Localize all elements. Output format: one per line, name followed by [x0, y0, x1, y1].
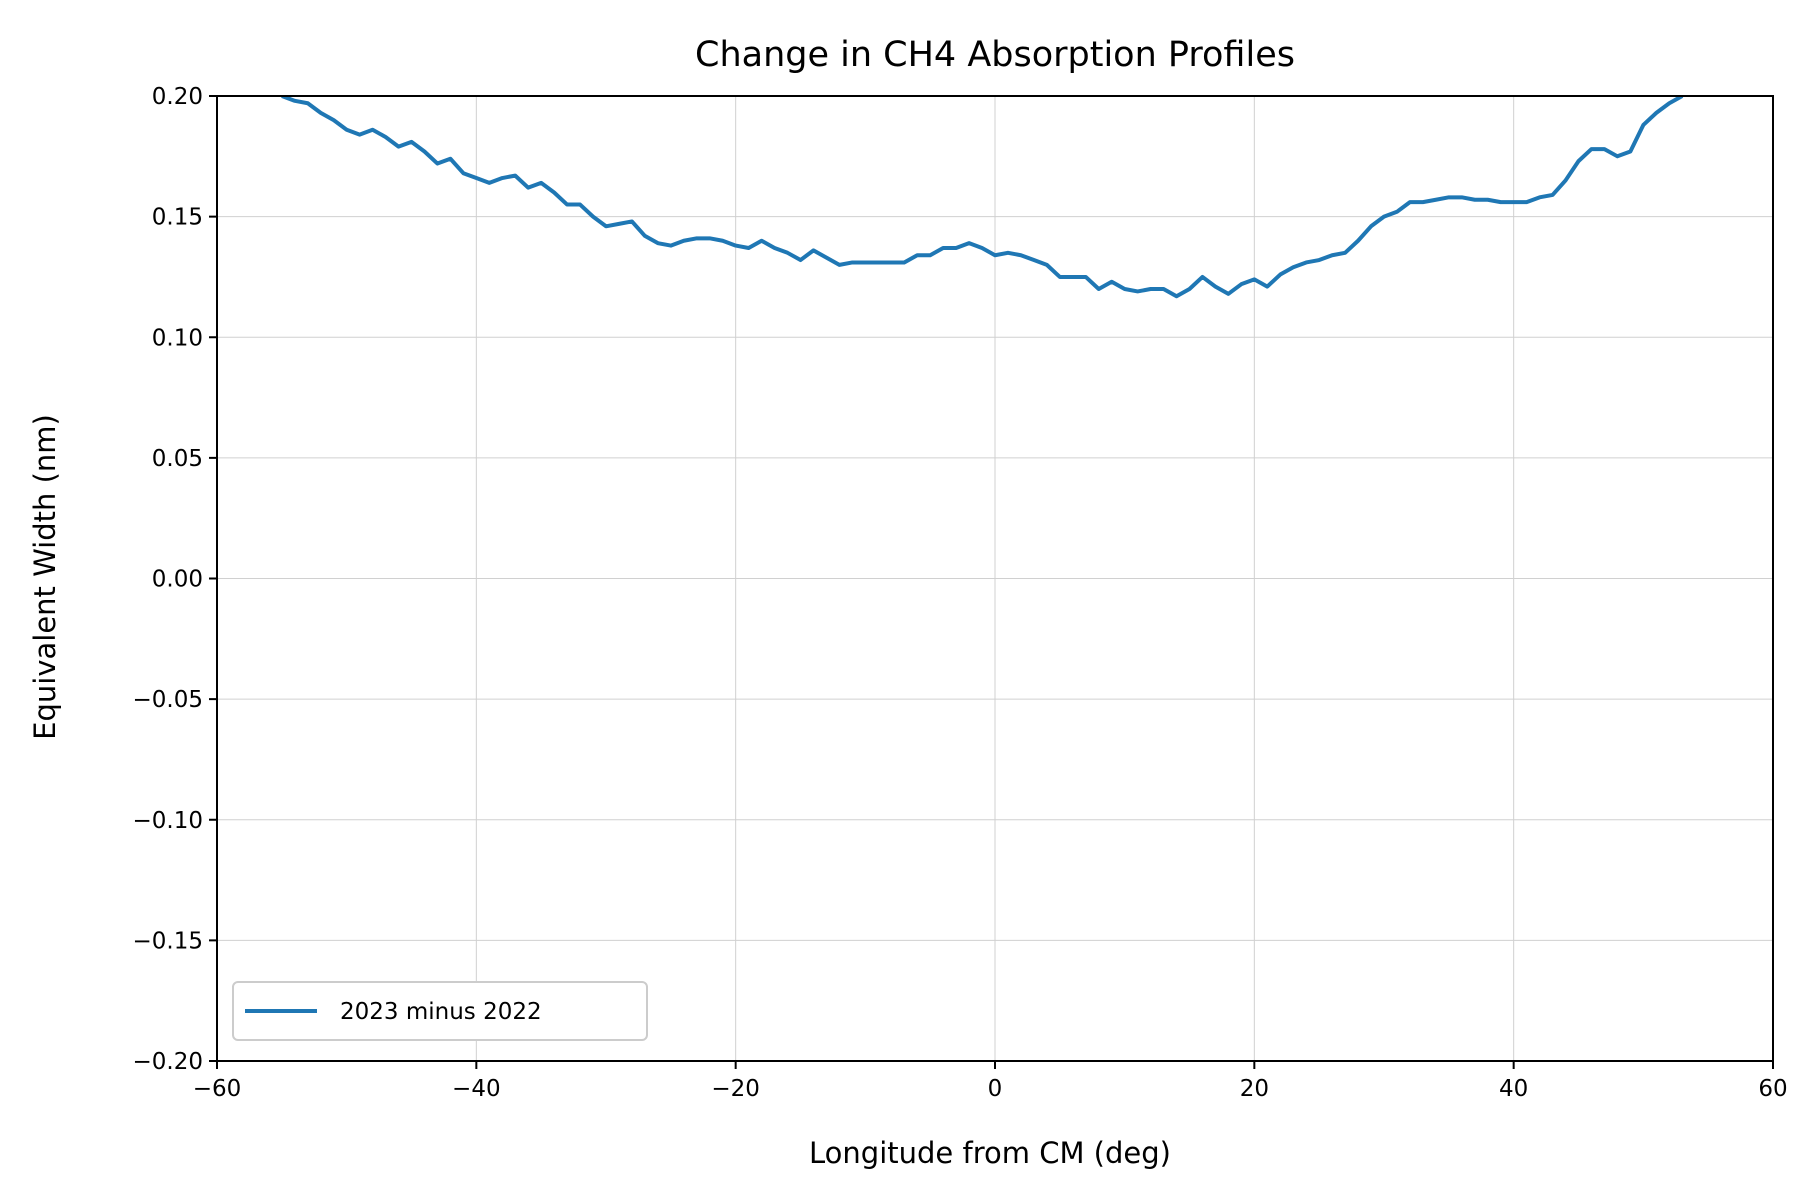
x-tick-label: 40	[1499, 1076, 1528, 1102]
y-tick-label: −0.20	[133, 1049, 203, 1075]
y-tick-label: 0.00	[152, 567, 203, 593]
legend: 2023 minus 2022	[232, 981, 648, 1041]
plot-area	[281, 96, 1684, 299]
y-tick-label: −0.10	[133, 808, 203, 834]
y-axis-title: Equivalent Width (nm)	[28, 414, 62, 740]
x-tick-label: 60	[1758, 1076, 1787, 1102]
y-tick-label: 0.10	[152, 325, 203, 351]
x-tick-label: 20	[1240, 1076, 1269, 1102]
x-tick-label: −40	[452, 1076, 501, 1102]
y-tick-label: 0.05	[152, 446, 203, 472]
legend-label: 2023 minus 2022	[340, 999, 542, 1025]
y-tick-label: −0.05	[133, 687, 203, 713]
legend-box	[232, 981, 648, 1041]
x-tick-label: −60	[193, 1076, 242, 1102]
y-tick-label: −0.15	[133, 928, 203, 954]
x-tick-label: 0	[988, 1076, 1003, 1102]
y-tick-label: 0.15	[152, 205, 203, 231]
y-tick-label: 0.20	[152, 84, 203, 110]
x-axis-title: Longitude from CM (deg)	[809, 1136, 1171, 1170]
chart-title: Change in CH4 Absorption Profiles	[695, 35, 1295, 75]
series-line	[281, 96, 1684, 299]
ticks: −60 −40 −20 0 20 40 60 −0.20 −0.15 −0.10 −0.05 0.00…	[133, 84, 1788, 1102]
x-tick-label: −20	[711, 1076, 760, 1102]
